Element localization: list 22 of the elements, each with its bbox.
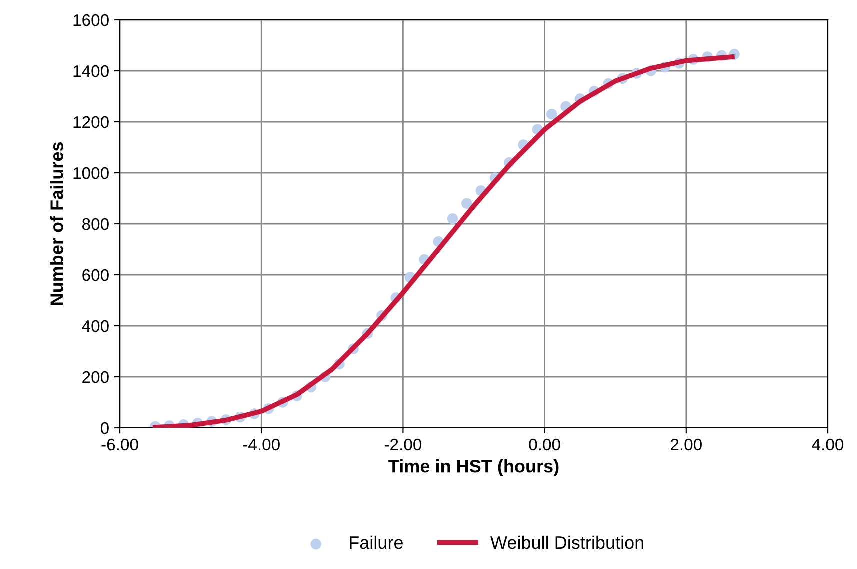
y-tick-label: 200 xyxy=(82,371,109,384)
y-tick-label: 0 xyxy=(100,422,109,434)
x-axis-title: Time in HST (hours) xyxy=(388,460,559,476)
y-tick-label: 1600 xyxy=(74,14,109,26)
y-tick-label: 1200 xyxy=(74,116,109,128)
legend-label: Weibull Distribution xyxy=(490,536,644,550)
y-tick-label: 400 xyxy=(82,320,109,332)
y-tick-label: 1000 xyxy=(74,167,109,180)
y-axis-title: Number of Failures xyxy=(50,142,64,306)
y-tick-label: 1400 xyxy=(74,65,109,78)
x-tick-label: -4.00 xyxy=(243,438,280,451)
y-tick-label: 600 xyxy=(82,269,109,282)
x-tick-label: 4.00 xyxy=(812,438,844,451)
point xyxy=(546,108,558,120)
x-tick-label: -6.00 xyxy=(102,438,138,451)
x-tick-label: -2.00 xyxy=(384,438,422,451)
point xyxy=(447,214,458,224)
point xyxy=(462,198,472,209)
x-tick-label: 2.00 xyxy=(671,438,702,451)
x-tick-label: 0.00 xyxy=(529,438,560,451)
y-tick-label: 800 xyxy=(82,218,109,230)
legend-label: Failure xyxy=(350,536,403,550)
